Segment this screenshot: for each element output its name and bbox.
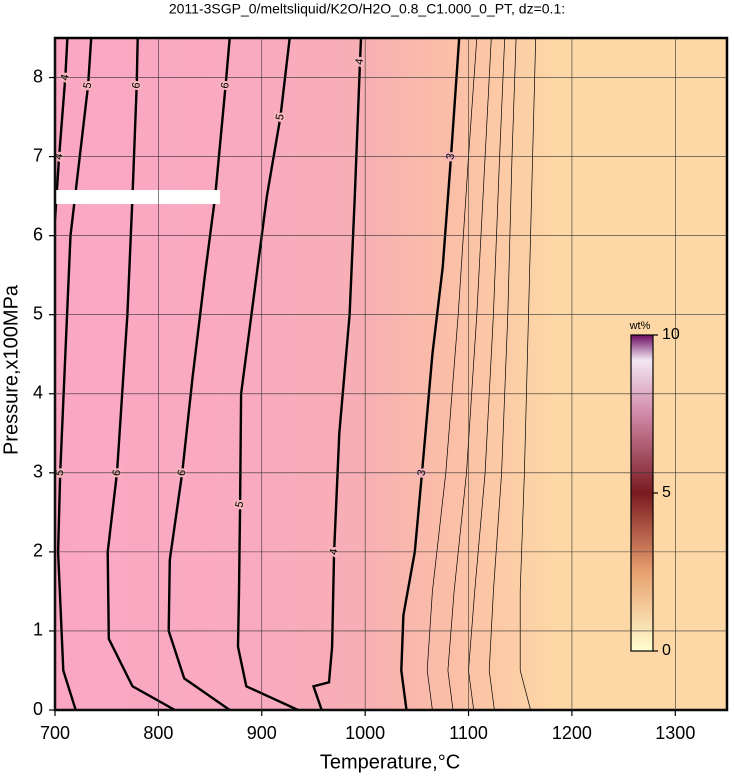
- x-tick-label: 700: [40, 723, 70, 743]
- y-tick-label: 3: [33, 462, 43, 482]
- artifact-band: [55, 190, 220, 204]
- contour-line: [311, 38, 363, 710]
- chart-title: 2011-3SGP_0/meltsliquid/K2O/H2O_0.8_C1.0…: [169, 1, 565, 17]
- colorbar-label: wt%: [629, 320, 651, 332]
- x-axis-label: Temperature,°C: [320, 751, 460, 773]
- y-tick-label: 7: [33, 145, 43, 165]
- x-tick-label: 900: [247, 723, 277, 743]
- colorbar: [630, 334, 654, 652]
- x-tick-label: 1000: [345, 723, 385, 743]
- x-tick-label: 1100: [449, 723, 488, 743]
- colorbar-tick-label: 0: [662, 642, 671, 659]
- y-tick-label: 0: [33, 699, 43, 719]
- contour-line: [167, 38, 231, 710]
- colorbar-tick-label: 5: [662, 484, 671, 501]
- x-tick-label: 800: [143, 723, 173, 743]
- y-tick-label: 8: [33, 66, 43, 86]
- contour-line: [55, 38, 69, 220]
- contour-line: [106, 38, 176, 710]
- y-tick-label: 6: [33, 224, 43, 244]
- y-tick-label: 4: [33, 383, 43, 403]
- y-axis-label: Pressure,x100MPa: [0, 284, 22, 455]
- x-tick-label: 1200: [552, 723, 592, 743]
- x-tick-label: 1300: [655, 723, 695, 743]
- plot-background: [55, 38, 727, 710]
- y-tick-label: 1: [33, 620, 43, 640]
- y-tick-label: 5: [33, 303, 43, 323]
- y-tick-label: 2: [33, 541, 43, 561]
- colorbar-tick-label: 10: [662, 326, 680, 343]
